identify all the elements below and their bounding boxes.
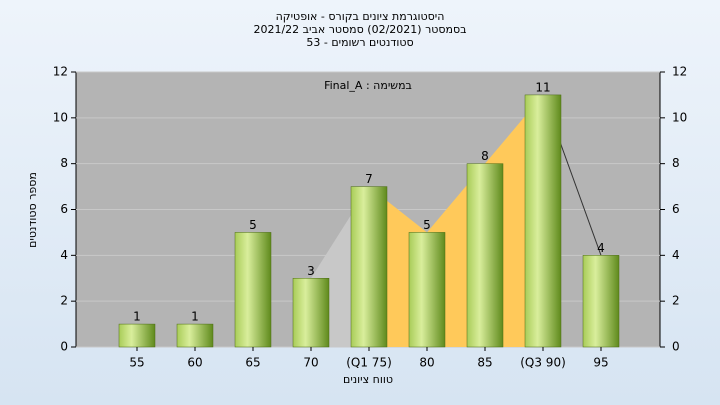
bar [466, 163, 504, 348]
y-tick-label: 10 [53, 110, 68, 124]
data-label: 7 [365, 172, 373, 186]
y-tick-label: 4 [60, 248, 68, 262]
x-tick-label: (Q1 75) [346, 356, 392, 370]
subtitle: סטודנטים רשומים - 53 [306, 36, 413, 49]
x-tick-label: (Q3 90) [520, 356, 566, 370]
y-tick-label: 2 [60, 294, 68, 308]
x-tick-label: 95 [593, 356, 608, 370]
bar [118, 323, 156, 348]
data-label: 5 [249, 218, 257, 232]
y-tick-label: 6 [60, 202, 68, 216]
y2-tick-label: 4 [672, 248, 680, 262]
bar [582, 255, 620, 348]
y-tick-label: 8 [60, 156, 68, 170]
y2-tick-label: 2 [672, 294, 680, 308]
bar [176, 323, 214, 348]
data-label: 1 [191, 310, 199, 324]
subtitle: בסמסטר (02/2021) סמסטר אביב 2021/22 [253, 23, 466, 36]
y-axis-label: מספר סטודנטים [26, 172, 39, 248]
bar [408, 232, 446, 348]
y2-tick-label: 6 [672, 202, 680, 216]
data-label: 11 [535, 80, 550, 94]
y-tick-label: 12 [53, 65, 68, 79]
data-label: 4 [597, 241, 605, 255]
x-tick-label: 65 [245, 356, 260, 370]
bar [524, 94, 562, 348]
data-label: 8 [481, 149, 489, 163]
x-tick-label: 85 [477, 356, 492, 370]
x-tick-label: 55 [129, 356, 144, 370]
y2-tick-label: 0 [672, 340, 680, 354]
data-label: 3 [307, 264, 315, 278]
bar [234, 232, 272, 348]
x-tick-label: 80 [419, 356, 434, 370]
data-label: 5 [423, 218, 431, 232]
y-tick-label: 0 [60, 340, 68, 354]
chart-title: היסטוגרמת ציונים בקורס - אופטיקה [276, 10, 445, 23]
x-tick-label: 70 [303, 356, 318, 370]
y2-tick-label: 10 [672, 110, 687, 124]
y2-tick-label: 8 [672, 156, 680, 170]
y2-tick-label: 12 [672, 65, 687, 79]
annotation: Final_A : במשימה [324, 79, 412, 92]
bar [350, 186, 388, 348]
bar [292, 278, 330, 348]
x-axis-label: טווח ציונים [343, 373, 393, 386]
x-tick-label: 60 [187, 356, 202, 370]
data-label: 1 [133, 310, 141, 324]
